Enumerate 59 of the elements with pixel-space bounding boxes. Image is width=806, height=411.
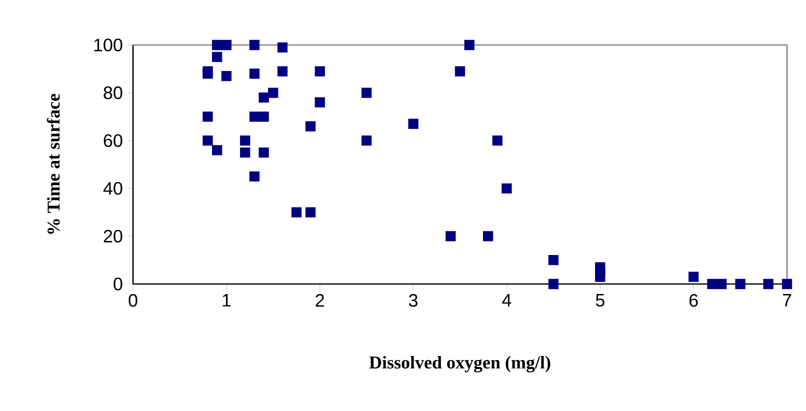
point — [464, 40, 474, 50]
x-tick-label: 2 — [316, 294, 324, 307]
point — [212, 40, 222, 50]
point — [202, 112, 213, 122]
y-tick-label: 80 — [104, 86, 122, 100]
y-tick-label: 40 — [103, 182, 122, 195]
y-axis-title: % Time at surface — [46, 94, 60, 234]
point — [291, 207, 302, 218]
point — [258, 147, 269, 158]
point — [212, 52, 222, 62]
point — [482, 231, 494, 242]
point — [763, 278, 774, 290]
point — [548, 278, 559, 290]
x-axis-title: Dissolved oxygen (mg/l) — [369, 356, 550, 372]
x-tick-label: 3 — [408, 294, 418, 307]
point — [258, 112, 269, 122]
x-tick-label: 1 — [222, 294, 231, 306]
point — [249, 68, 260, 79]
point — [221, 71, 232, 82]
point — [707, 278, 718, 290]
point — [258, 92, 269, 103]
point — [202, 136, 213, 146]
point — [595, 272, 606, 282]
point — [305, 207, 316, 218]
point — [221, 40, 232, 50]
point — [305, 121, 316, 132]
point — [212, 145, 222, 156]
point — [492, 136, 502, 146]
x-tick-label: 7 — [782, 294, 792, 306]
point — [249, 40, 260, 50]
point — [277, 42, 288, 52]
point — [716, 278, 727, 290]
y-tick-label: 100 — [94, 38, 122, 52]
point — [454, 66, 466, 76]
x-tick-label: 6 — [689, 294, 698, 307]
point — [735, 278, 746, 290]
point — [446, 231, 456, 242]
point — [314, 66, 325, 76]
point — [202, 68, 213, 79]
point — [502, 183, 512, 194]
point — [240, 147, 250, 158]
point — [314, 97, 325, 108]
y-tick-label: 20 — [104, 230, 122, 243]
x-tick-label: 0 — [128, 294, 138, 307]
point — [268, 88, 278, 98]
point — [240, 136, 250, 146]
y-tick-label: 60 — [104, 134, 122, 147]
point — [277, 66, 288, 76]
point — [408, 118, 418, 129]
point — [548, 255, 559, 266]
point — [249, 171, 260, 182]
y-tick-label: 0 — [114, 278, 122, 290]
point — [249, 112, 260, 122]
point — [782, 278, 792, 290]
point — [688, 272, 699, 282]
x-tick-label: 4 — [502, 294, 512, 306]
point — [362, 136, 372, 146]
x-tick-label: 5 — [596, 294, 604, 307]
point — [362, 88, 372, 98]
